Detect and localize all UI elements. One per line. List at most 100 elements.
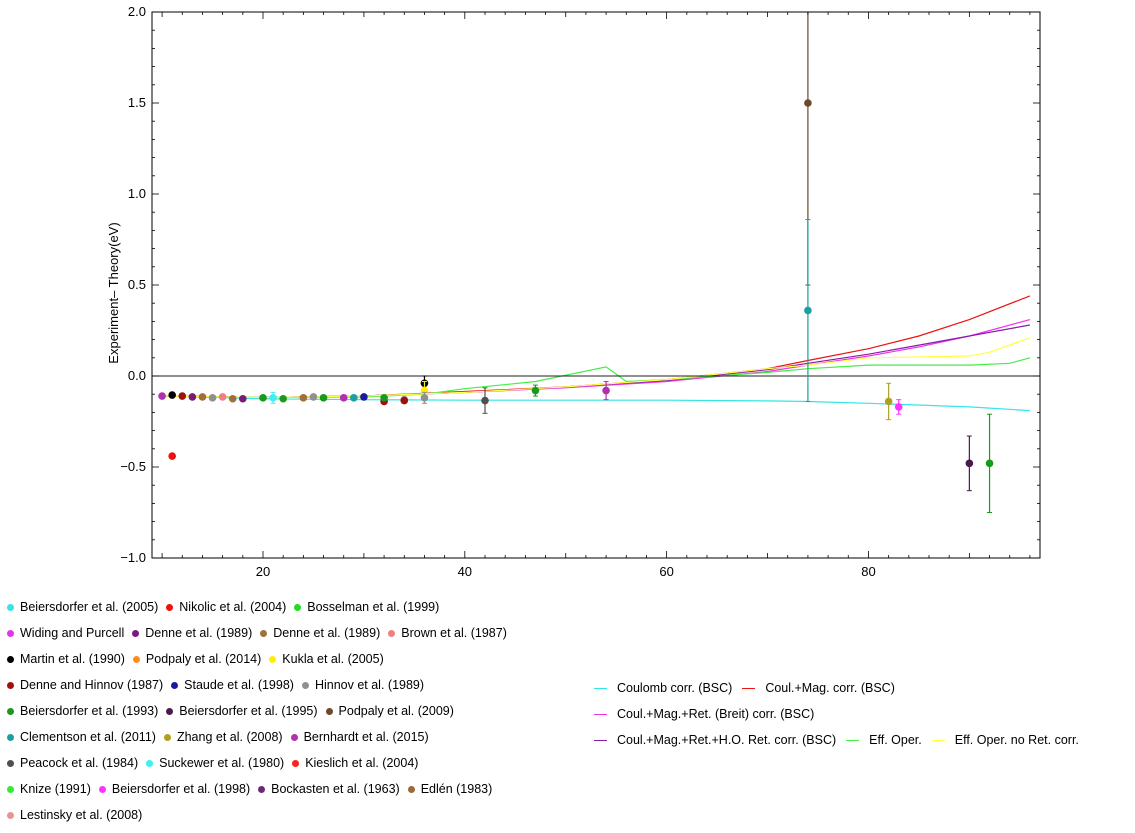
series-line (162, 319, 1031, 399)
data-point (985, 459, 994, 468)
legend-label: Peacock et al. (1984) (20, 756, 139, 770)
y-tick-label: −0.5 (120, 459, 146, 474)
legend-entry: Beiersdorfer et al. (1995) (166, 704, 318, 718)
legend-line-swatch (846, 739, 860, 741)
x-tick-label: 20 (256, 564, 270, 579)
legend-label: Beiersdorfer et al. (1995) (179, 704, 318, 718)
legend-label: Lestinsky et al. (2008) (20, 808, 143, 822)
y-tick-label: 2.0 (128, 4, 146, 19)
legend-entry: Coul.+Mag. corr. (BSC) (742, 681, 895, 695)
legend-label: Denne et al. (1989) (273, 626, 381, 640)
data-point (279, 394, 287, 403)
legend-entry: Martin et al. (1990) (7, 652, 125, 666)
legend-label: Widing and Purcell (20, 626, 125, 640)
legend-label: Staude et al. (1998) (184, 678, 294, 692)
x-tick-label: 80 (861, 564, 875, 579)
line-legend: Coulomb corr. (BSC) Coul.+Mag. corr. (BSC… (594, 675, 1089, 753)
legend-entry: Zhang et al. (2008) (163, 730, 283, 744)
legend-marker (166, 707, 174, 715)
data-point (168, 391, 176, 399)
legend-label: Eff. Oper. no Ret. corr. (954, 733, 1079, 747)
plot-frame (151, 11, 1041, 559)
marker-legend-row: Knize (1991) Beiersdorfer et al. (1998) Bo… (7, 776, 515, 802)
legend-entry: Edlén (1983) (407, 782, 493, 796)
data-point (168, 452, 176, 460)
legend-marker (407, 785, 415, 793)
legend-entry: Bernhardt et al. (2015) (290, 730, 429, 744)
data-point (380, 394, 388, 402)
marker-legend-row: Beiersdorfer et al. (2005) Nikolic et al.… (7, 594, 515, 620)
legend-entry: Suckewer et al. (1980) (146, 756, 284, 770)
legend-marker (98, 785, 106, 793)
data-point (309, 393, 318, 401)
marker-legend-row: Beiersdorfer et al. (1993) Beiersdorfer e… (7, 698, 515, 724)
legend-marker (258, 785, 266, 793)
legend-marker (290, 733, 298, 741)
marker-legend-row: Clementson et al. (2011) Zhang et al. (20… (7, 724, 515, 750)
line-legend-row: Coul.+Mag.+Ret. (Breit) corr. (BSC) (594, 701, 1089, 727)
marker-legend: Beiersdorfer et al. (2005) Nikolic et al.… (7, 594, 515, 828)
series-line (162, 395, 1030, 412)
legend-entry: Beiersdorfer et al. (2005) (7, 600, 158, 614)
data-point (218, 393, 227, 401)
legend-marker (7, 681, 14, 689)
line-legend-row: Coulomb corr. (BSC) Coul.+Mag. corr. (BSC… (594, 675, 1089, 701)
data-point (339, 394, 348, 402)
legend-label: Beiersdorfer et al. (1998) (111, 782, 251, 796)
legend-label: Clementson et al. (2011) (20, 730, 156, 744)
legend-entry: Denne et al. (1989) (132, 626, 252, 640)
y-tick-label: 1.0 (128, 186, 146, 201)
legend-marker (132, 655, 140, 663)
data-point (884, 397, 893, 406)
legend-label: Coulomb corr. (BSC) (617, 681, 733, 695)
data-point (350, 394, 358, 402)
data-point (602, 386, 610, 395)
data-point (228, 394, 237, 403)
legend-label: Podpaly et al. (2009) (338, 704, 454, 718)
legend-marker (166, 603, 174, 611)
legend-entry: Coulomb corr. (BSC) (594, 681, 732, 695)
legend-entry: Peacock et al. (1984) (7, 756, 138, 770)
data-point (188, 393, 197, 401)
legend-marker (7, 759, 14, 767)
marker-legend-row: Widing and Purcell Denne et al. (1989) Den… (7, 620, 515, 646)
legend-label: Bernhardt et al. (2015) (303, 730, 429, 744)
legend-entry: Coul.+Mag.+Ret. (Breit) corr. (BSC) (594, 707, 814, 721)
legend-label: Coul.+Mag.+Ret.+H.O. Ret. corr. (BSC) (617, 733, 837, 747)
legend-entry: Beiersdorfer et al. (1998) (98, 782, 251, 796)
data-point (531, 386, 540, 395)
data-point (965, 459, 974, 468)
legend-marker (7, 811, 14, 819)
data-point (804, 99, 812, 107)
data-point (400, 396, 409, 405)
x-tick-label: 40 (458, 564, 472, 579)
marker-legend-row: Denne and Hinnov (1987) Staude et al. (19… (7, 672, 515, 698)
legend-label: Beiersdorfer et al. (1993) (20, 704, 159, 718)
legend-marker (171, 681, 179, 689)
legend-entry: Beiersdorfer et al. (1993) (7, 704, 158, 718)
legend-label: Coul.+Mag.+Ret. (Breit) corr. (BSC) (617, 707, 815, 721)
y-tick-label: 0.5 (128, 277, 146, 292)
legend-label: Brown et al. (1987) (401, 626, 507, 640)
legend-label: Edlén (1983) (420, 782, 493, 796)
legend-marker (163, 733, 171, 741)
legend-entry: Lestinsky et al. (2008) (7, 808, 142, 822)
data-points (158, 12, 994, 513)
legend-label: Knize (1991) (20, 782, 91, 796)
legend-line-swatch (742, 687, 756, 689)
data-point (481, 396, 489, 405)
legend-entry: Hinnov et al. (1989) (301, 678, 424, 692)
legend-marker (325, 707, 333, 715)
legend-entry: Eff. Oper. (846, 733, 922, 747)
legend-entry: Clementson et al. (2011) (7, 730, 156, 744)
data-point (319, 394, 328, 402)
data-point (894, 403, 903, 411)
legend-label: Beiersdorfer et al. (2005) (20, 600, 159, 614)
data-point (420, 394, 429, 402)
data-point (360, 393, 368, 401)
legend-label: Denne et al. (1989) (145, 626, 253, 640)
legend-label: Bosselman et al. (1999) (307, 600, 440, 614)
series-line (162, 324, 1031, 399)
legend-label: Kieslich et al. (2004) (305, 756, 419, 770)
